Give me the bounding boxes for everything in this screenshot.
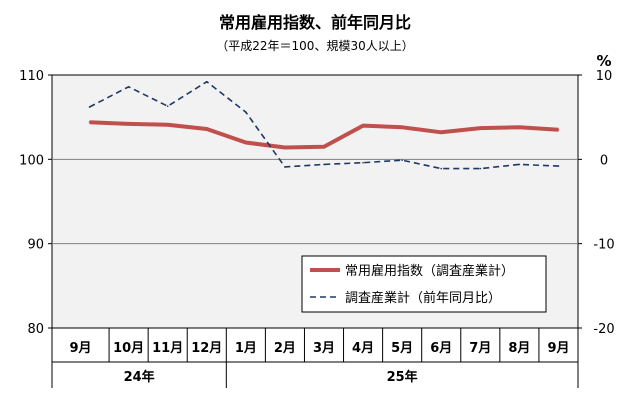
right-tick-label: -10 — [593, 238, 614, 253]
data-point — [401, 159, 403, 161]
x-tick-label: 8月 — [508, 341, 530, 356]
left-tick-label: 80 — [27, 322, 44, 337]
x-tick-label: 3月 — [313, 341, 335, 356]
data-point — [166, 123, 169, 126]
right-tick-label: -20 — [593, 322, 614, 337]
x-tick-label: 9月 — [70, 341, 92, 356]
data-point — [88, 121, 91, 124]
gridlines — [52, 158, 578, 245]
data-point — [127, 86, 130, 88]
data-point — [440, 167, 443, 170]
right-tick-label: 0 — [600, 153, 608, 168]
x-tick-label: 12月 — [191, 341, 222, 356]
series-layer — [88, 80, 560, 170]
chart-title: 常用雇用指数、前年同月比 — [219, 13, 411, 32]
data-point — [362, 124, 364, 127]
x-tick-label: 9月 — [547, 341, 569, 356]
x-tick-label: 7月 — [469, 341, 491, 356]
x-tick-label: 10月 — [113, 341, 144, 356]
left-tick-label: 110 — [19, 69, 44, 84]
data-point — [166, 105, 169, 108]
left-tick-label: 90 — [27, 238, 44, 253]
data-point — [479, 127, 482, 129]
data-point — [362, 161, 364, 164]
x-tick-label: 6月 — [430, 341, 452, 356]
data-point — [557, 129, 560, 131]
right-axis: -20 -10 0 10 — [578, 69, 615, 337]
data-point — [518, 163, 521, 166]
x-axis: 9月 10月 11月 12月 1月 2月 3月 4月 5月 6月 7月 8月 9月 24年 25年 — [51, 328, 579, 388]
data-point — [205, 128, 208, 130]
data-point — [557, 165, 560, 167]
data-point — [284, 146, 286, 149]
left-axis: 80 90 100 110 — [19, 69, 52, 337]
data-point — [323, 163, 325, 166]
data-point — [440, 131, 443, 134]
x-tick-label: 1月 — [235, 341, 257, 356]
data-point — [323, 145, 325, 148]
data-point — [245, 111, 247, 113]
legend: 常用雇用指数（調査産業計） 調査産業計（前年同月比） — [301, 255, 547, 313]
data-point — [205, 80, 208, 83]
chart-subtitle: （平成22年＝100、規模30人以上） — [216, 38, 413, 53]
right-axis-unit: % — [596, 52, 611, 70]
right-tick-label: 10 — [596, 69, 613, 84]
data-point — [245, 141, 247, 144]
data-point — [401, 126, 403, 129]
legend-label-yoy: 調査産業計（前年同月比） — [345, 290, 501, 306]
legend-box — [301, 255, 547, 313]
legend-label-index: 常用雇用指数（調査産業計） — [345, 263, 514, 279]
data-point — [127, 123, 130, 125]
data-point — [284, 166, 286, 168]
x-tick-label: 4月 — [352, 341, 374, 356]
x-tick-label: 2月 — [274, 341, 296, 356]
x-tick-label: 11月 — [152, 341, 183, 356]
left-tick-label: 100 — [19, 153, 44, 168]
x-group-label: 24年 — [124, 369, 155, 385]
x-group-label: 25年 — [387, 369, 418, 385]
x-tick-label: 5月 — [391, 341, 413, 356]
data-point — [479, 167, 482, 170]
data-point — [88, 106, 91, 108]
data-point — [518, 126, 521, 129]
